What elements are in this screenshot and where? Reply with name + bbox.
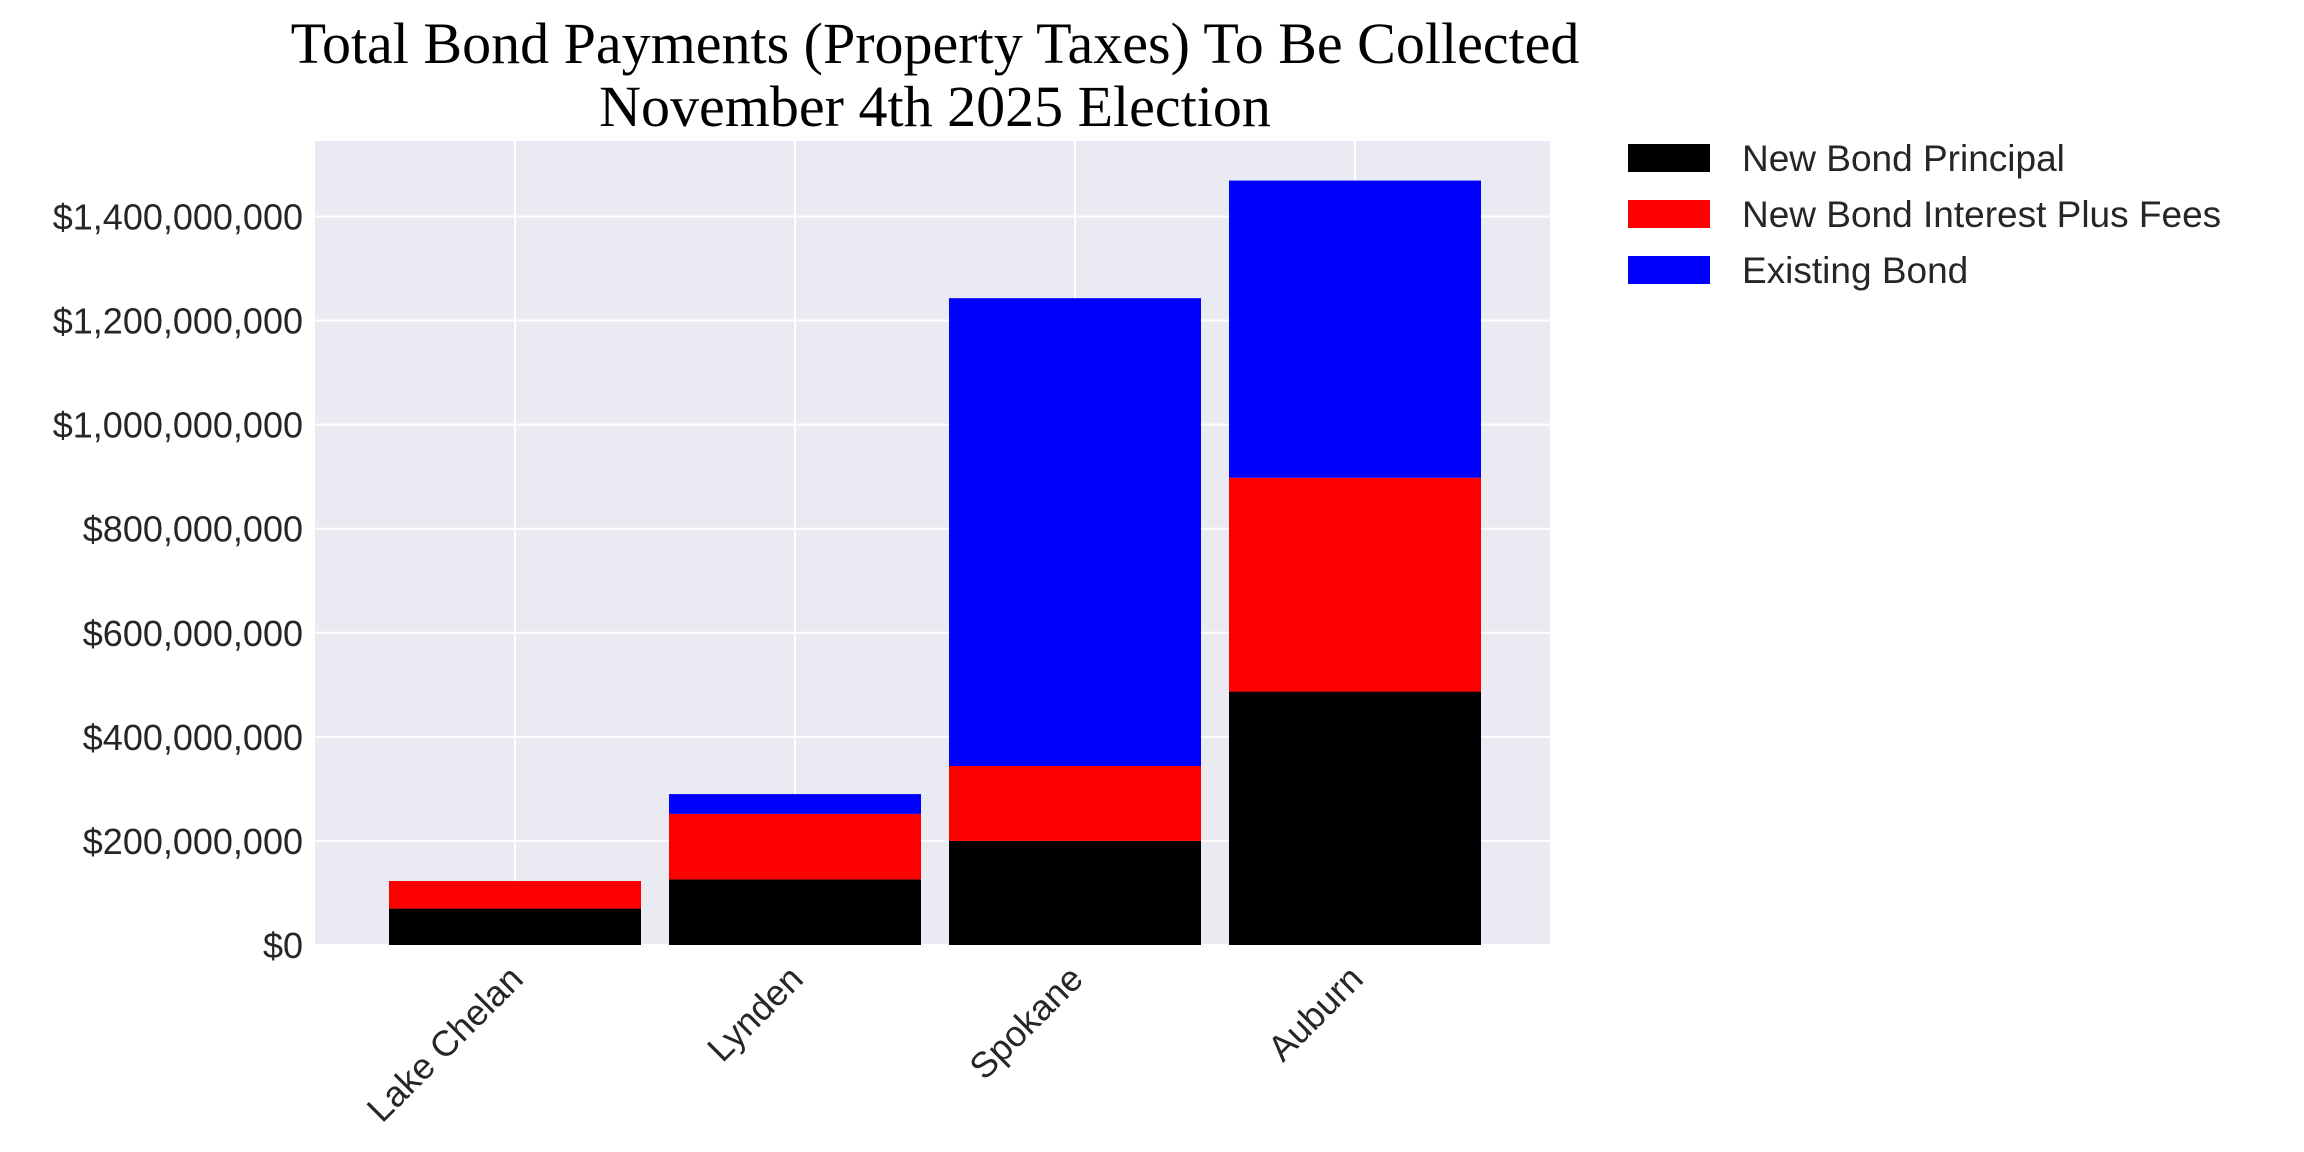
bar-lynden-new-bond-interest-plus-fees — [669, 813, 921, 880]
y-tick-label: $400,000,000 — [83, 717, 303, 758]
bar-auburn-existing-bond — [1229, 180, 1481, 478]
y-tick-label: $600,000,000 — [83, 613, 303, 654]
legend-label: New Bond Interest Plus Fees — [1742, 194, 2221, 235]
bar-spokane-new-bond-principal — [949, 840, 1201, 945]
y-tick-label: $200,000,000 — [83, 821, 303, 862]
legend: New Bond Principal New Bond Interest Plus… — [1628, 138, 2221, 291]
bar-lake-chelan-new-bond-interest-plus-fees — [389, 880, 641, 909]
bar-spokane-new-bond-interest-plus-fees — [949, 765, 1201, 841]
x-tick-label: Lake Chelan — [359, 958, 531, 1130]
y-tick-label: $1,200,000,000 — [53, 301, 303, 342]
chart-subtitle: November 4th 2025 Election — [599, 74, 1271, 139]
x-tick-label: Auburn — [1260, 958, 1371, 1069]
y-tick-label: $1,400,000,000 — [53, 196, 303, 237]
y-axis-ticks: $0 $200,000,000 $400,000,000 $600,000,000 $8… — [53, 196, 303, 966]
y-tick-label: $800,000,000 — [83, 509, 303, 550]
bar-auburn-new-bond-principal — [1229, 691, 1481, 945]
x-tick-label: Lynden — [699, 958, 811, 1070]
bar-spokane-existing-bond — [949, 298, 1201, 766]
x-tick-label: Spokane — [961, 958, 1090, 1087]
legend-label: New Bond Principal — [1742, 138, 2065, 179]
x-axis-ticks: Lake Chelan Lynden Spokane Auburn — [359, 958, 1371, 1130]
legend-swatch — [1628, 200, 1710, 228]
bar-lynden-existing-bond — [669, 794, 921, 814]
bar-auburn-new-bond-interest-plus-fees — [1229, 477, 1481, 692]
bar-lynden-new-bond-principal — [669, 879, 921, 945]
bars — [389, 180, 1481, 945]
legend-swatch — [1628, 256, 1710, 284]
bar-lake-chelan-new-bond-principal — [389, 908, 641, 945]
legend-swatch — [1628, 144, 1710, 172]
y-tick-label: $0 — [263, 925, 303, 966]
chart-title: Total Bond Payments (Property Taxes) To … — [291, 11, 1580, 76]
y-tick-label: $1,000,000,000 — [53, 405, 303, 446]
legend-label: Existing Bond — [1742, 250, 1968, 291]
